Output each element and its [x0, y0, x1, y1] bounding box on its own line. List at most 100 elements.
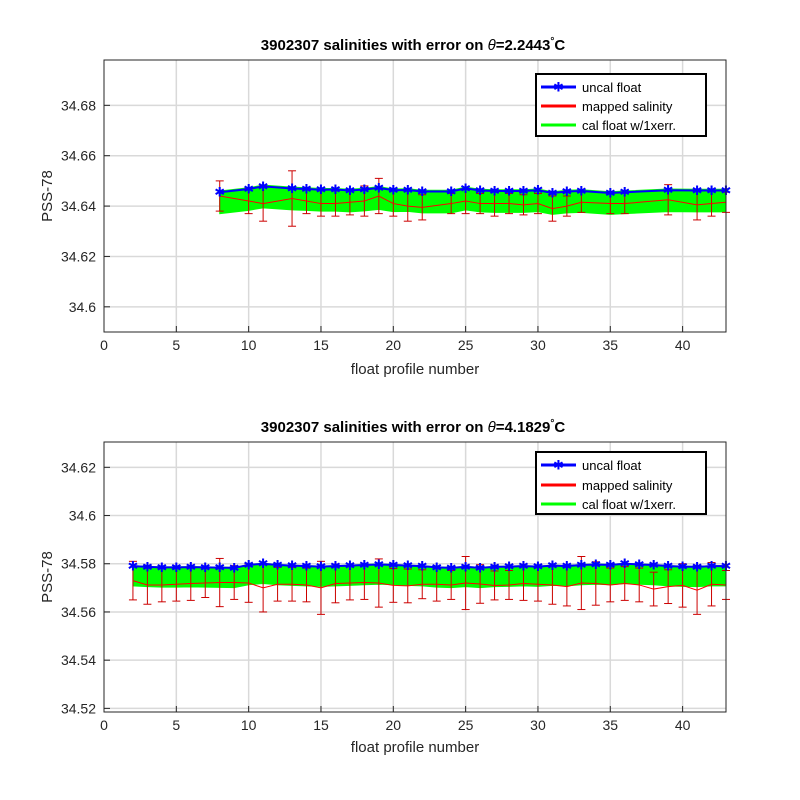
x-tick-label: 30	[530, 717, 546, 733]
mapped-salinity-path	[219, 195, 727, 210]
legend-label-cal: cal float w/1xerr.	[582, 118, 676, 133]
legend: ✱ uncal float mapped salinity cal float …	[535, 73, 707, 137]
uncal-float-marker: ✱	[431, 561, 442, 576]
x-tick-label: 10	[241, 717, 257, 733]
uncal-float-marker: ✱	[446, 561, 457, 576]
uncal-float-series: ✱ ✱ ✱ ✱ ✱ ✱ ✱ ✱ ✱ ✱ ✱ ✱ ✱ ✱ ✱ ✱ ✱ ✱ ✱ ✱ ✱ ✱ ✱ ✱ ✱ ✱ ✱ ✱ ✱	[214, 180, 731, 202]
axis-ticks: 0 5 10 15 20 25 30 35 40 34.6 34.62 34.64 34.66 34.68	[61, 97, 691, 353]
mapped-salinity-line	[132, 580, 727, 591]
x-axis-label: float profile number	[351, 739, 479, 756]
x-tick-label: 15	[313, 717, 329, 733]
y-tick-label: 34.68	[61, 97, 96, 113]
chart-panel-2: 3902307 salinities with error on θ=4.182…	[39, 418, 731, 756]
uncal-float-marker: ✱	[561, 560, 572, 575]
x-tick-label: 40	[675, 337, 691, 353]
uncal-float-marker: ✱	[344, 559, 355, 574]
axis-ticks: 0 5 10 15 20 25 30 35 40 34.52 34.54 34.56 34.58 34.6…	[61, 459, 691, 733]
plot-frame	[103, 59, 727, 333]
uncal-float-marker: ✱	[504, 560, 515, 575]
uncal-float-marker: ✱	[373, 558, 384, 573]
uncal-float-marker: ✱	[677, 560, 688, 575]
legend-marker-uncal: ✱	[553, 80, 564, 95]
uncal-float-marker: ✱	[229, 561, 240, 576]
x-tick-label: 0	[100, 337, 108, 353]
uncal-float-marker: ✱	[504, 184, 515, 199]
uncal-float-marker: ✱	[330, 560, 341, 575]
uncal-float-marker: ✱	[344, 184, 355, 199]
uncal-float-marker: ✱	[489, 184, 500, 199]
uncal-float-marker: ✱	[272, 558, 283, 573]
y-tick-label: 34.6	[69, 299, 96, 315]
uncal-float-marker: ✱	[489, 560, 500, 575]
y-tick-label: 34.66	[61, 148, 96, 164]
x-tick-label: 25	[458, 337, 474, 353]
uncal-float-marker: ✱	[475, 184, 486, 199]
y-axis-label: PSS-78	[39, 170, 56, 222]
y-tick-label: 34.56	[61, 604, 96, 620]
x-tick-label: 30	[530, 337, 546, 353]
x-tick-label: 40	[675, 717, 691, 733]
uncal-float-marker: ✱	[185, 561, 196, 576]
uncal-float-marker: ✱	[576, 558, 587, 573]
legend-label-uncal: uncal float	[582, 458, 642, 473]
mapped-salinity-line	[219, 195, 727, 210]
uncal-float-marker: ✱	[605, 186, 616, 201]
uncal-float-marker: ✱	[706, 184, 717, 199]
uncal-float-marker: ✱	[402, 559, 413, 574]
uncal-float-marker: ✱	[576, 184, 587, 199]
uncal-float-path	[219, 185, 726, 194]
uncal-float-marker: ✱	[590, 558, 601, 573]
uncal-float-marker: ✱	[287, 559, 298, 574]
uncal-float-marker: ✱	[171, 561, 182, 576]
chart-title: 3902307 salinities with error on θ=2.244…	[261, 36, 566, 54]
uncal-float-marker: ✱	[316, 183, 327, 198]
uncal-float-marker: ✱	[561, 185, 572, 200]
uncal-float-marker: ✱	[619, 186, 630, 201]
uncal-float-marker: ✱	[359, 183, 370, 198]
uncal-float-marker: ✱	[634, 558, 645, 573]
y-tick-label: 34.62	[61, 248, 96, 264]
y-tick-label: 34.52	[61, 700, 96, 716]
uncal-float-marker: ✱	[301, 560, 312, 575]
uncal-float-marker: ✱	[547, 559, 558, 574]
uncal-float-marker: ✱	[706, 560, 717, 575]
uncal-float-marker: ✱	[258, 180, 269, 195]
x-tick-label: 5	[172, 337, 180, 353]
mapped-salinity-path	[132, 580, 727, 591]
uncal-float-marker: ✱	[547, 186, 558, 201]
uncal-float-marker: ✱	[156, 561, 167, 576]
uncal-float-marker: ✱	[214, 186, 225, 201]
legend: ✱ uncal float mapped salinity cal float …	[535, 451, 707, 515]
x-tick-label: 15	[313, 337, 329, 353]
x-tick-label: 20	[386, 337, 402, 353]
x-tick-label: 35	[602, 717, 618, 733]
uncal-float-marker: ✱	[605, 558, 616, 573]
uncal-float-marker: ✱	[518, 560, 529, 575]
y-tick-label: 34.54	[61, 652, 96, 668]
x-tick-label: 0	[100, 717, 108, 733]
uncal-float-marker: ✱	[417, 560, 428, 575]
uncal-float-marker: ✱	[533, 560, 544, 575]
legend-label-uncal: uncal float	[582, 80, 642, 95]
y-tick-label: 34.62	[61, 459, 96, 475]
chart-panel-1: 3902307 salinities with error on θ=2.244…	[39, 36, 731, 378]
uncal-float-marker: ✱	[648, 558, 659, 573]
y-axis-label: PSS-78	[39, 551, 56, 603]
y-tick-label: 34.64	[61, 198, 96, 214]
y-tick-label: 34.6	[69, 508, 96, 524]
x-tick-label: 10	[241, 337, 257, 353]
uncal-float-marker: ✱	[446, 185, 457, 200]
uncal-float-marker: ✱	[388, 184, 399, 199]
uncal-float-marker: ✱	[359, 558, 370, 573]
uncal-float-marker: ✱	[243, 182, 254, 197]
x-tick-label: 35	[602, 337, 618, 353]
uncal-float-marker: ✱	[518, 184, 529, 199]
uncal-float-marker: ✱	[142, 560, 153, 575]
uncal-float-marker: ✱	[460, 182, 471, 197]
uncal-float-marker: ✱	[258, 557, 269, 572]
x-tick-label: 5	[172, 717, 180, 733]
uncal-float-marker: ✱	[243, 558, 254, 573]
legend-marker-uncal: ✱	[553, 458, 564, 473]
uncal-float-marker: ✱	[287, 182, 298, 197]
